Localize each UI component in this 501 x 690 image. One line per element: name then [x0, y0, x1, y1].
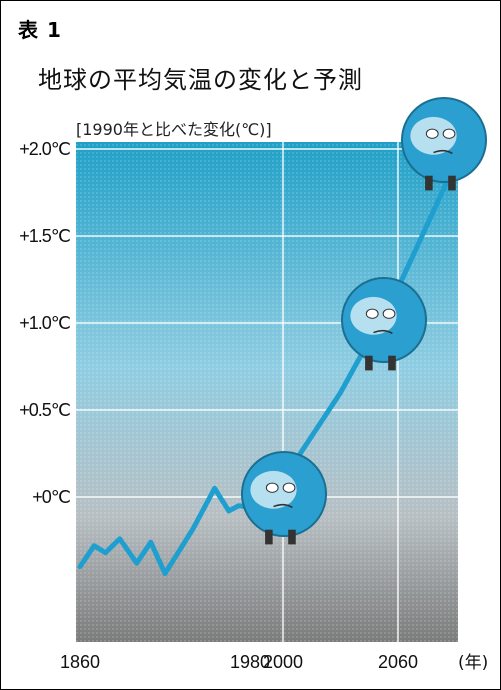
y-tick-labels: +2.0℃ +1.5℃ +1.0℃ +0.5℃ +0℃: [19, 139, 71, 507]
x-axis-unit-label: (年): [458, 653, 488, 673]
x-tick-label: 1860: [60, 652, 100, 672]
globe-character: [401, 97, 487, 191]
y-tick-label: +0.5℃: [19, 400, 70, 420]
globe-character: [341, 277, 427, 371]
series-line: [77, 129, 473, 577]
table-label: 表 1: [18, 18, 62, 42]
y-axis-unit-label: [1990年と比べた変化(℃)]: [76, 120, 272, 139]
y-tick-label: +1.0℃: [19, 313, 70, 333]
x-tick-label: 2000: [263, 652, 303, 672]
globe-character: [241, 451, 327, 545]
y-tick-label: +1.5℃: [19, 226, 70, 246]
globe-illustrations: [241, 97, 487, 545]
y-tick-label: +2.0℃: [19, 139, 70, 159]
plot-texture: [76, 142, 458, 642]
grid-lines: [76, 142, 458, 642]
x-tick-label: 1980: [230, 652, 270, 672]
x-tick-label: 2060: [378, 652, 418, 672]
y-tick-label: +0℃: [32, 487, 70, 507]
chart-title: 地球の平均気温の変化と予測: [38, 66, 363, 94]
